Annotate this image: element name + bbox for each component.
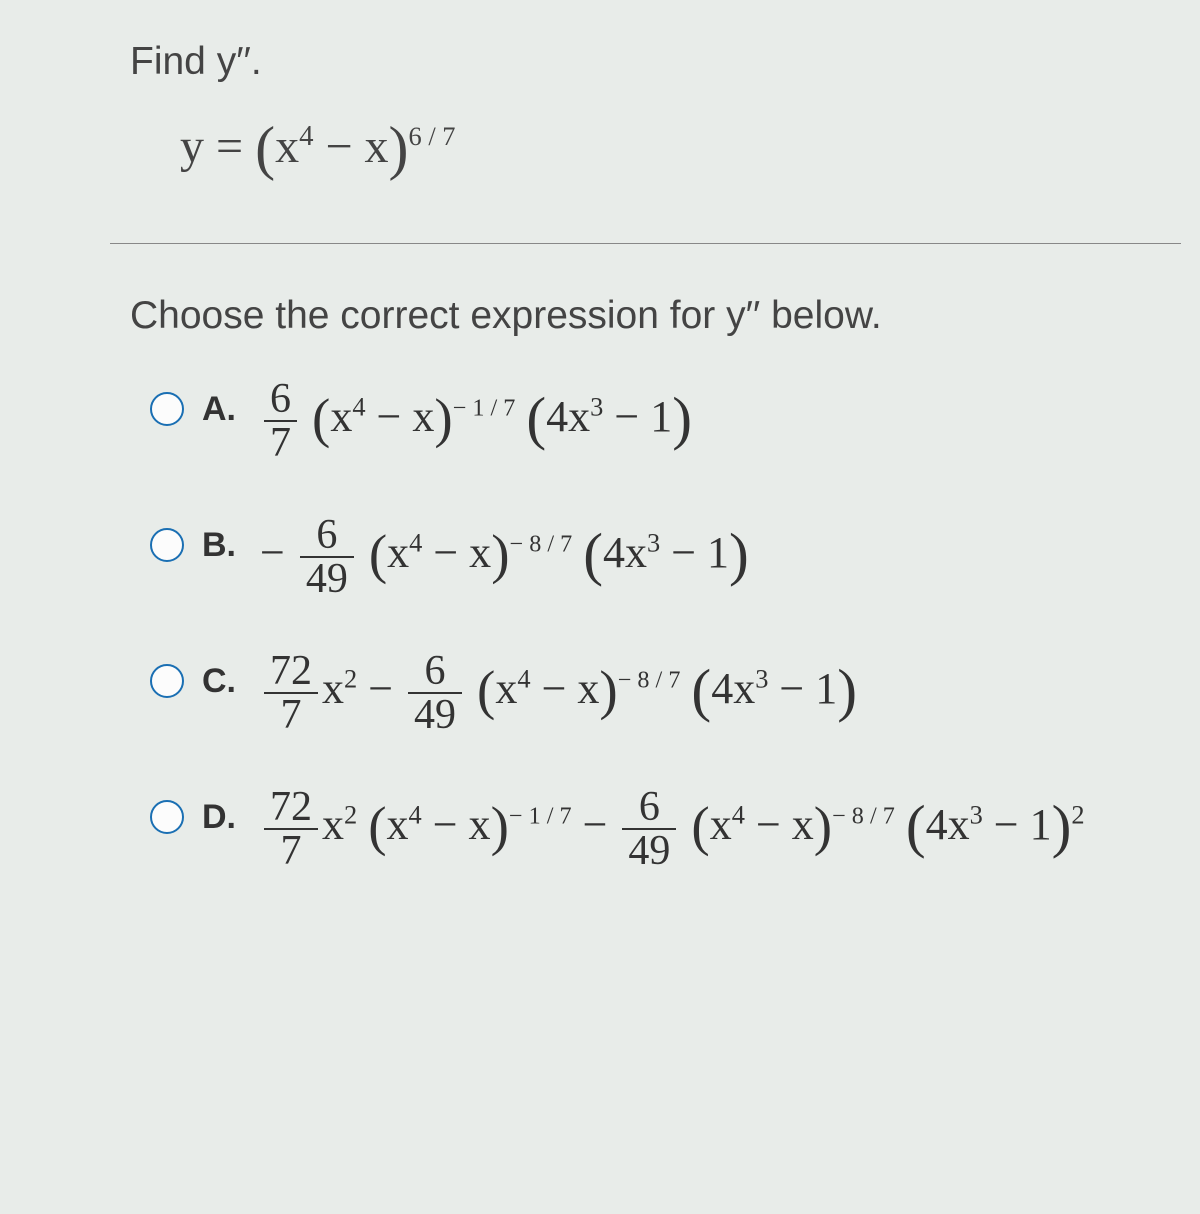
mid-exp: 2	[344, 799, 357, 829]
frac2-num: 6	[622, 786, 676, 830]
divider-line	[110, 243, 1181, 244]
xb: − x	[377, 392, 435, 441]
choice-letter-c: C.	[202, 662, 242, 701]
radio-a[interactable]	[150, 392, 184, 426]
frac2-den: 49	[408, 694, 462, 736]
xa-exp: 4	[352, 391, 365, 421]
poly-exp: 3	[755, 663, 768, 693]
open-paren: (	[255, 115, 275, 181]
poly-exp: 3	[647, 527, 660, 557]
tail-exp-d: 2	[1071, 799, 1084, 829]
choose-prompt: Choose the correct expression for y′′ be…	[130, 294, 1150, 338]
leading-minus: −	[260, 528, 285, 577]
outer-exp-b: − 8 / 7	[510, 530, 573, 557]
xa-exp: 4	[409, 799, 422, 829]
mid: x	[322, 664, 344, 713]
xa: x	[710, 800, 732, 849]
radio-d[interactable]	[150, 800, 184, 834]
radio-c[interactable]	[150, 664, 184, 698]
eq-outer-exp: 6 / 7	[409, 121, 456, 151]
choice-letter-a: A.	[202, 390, 242, 429]
choice-c[interactable]: C. 72 7 x2 − 6 49 (x4 − x)− 8 / 7 (4x3 −…	[150, 650, 1150, 736]
question-prompt: Find y′′.	[130, 40, 1150, 84]
op: −	[583, 800, 608, 849]
poly-tail: − 1	[994, 800, 1052, 849]
choice-a[interactable]: A. 6 7 (x4 − x)− 1 / 7 (4x3 − 1)	[150, 378, 1150, 464]
poly-coeff: 4x	[711, 664, 755, 713]
given-equation: y = (x4 − x)6 / 7	[180, 114, 1150, 183]
choice-b[interactable]: B. − 6 49 (x4 − x)− 8 / 7 (4x3 − 1)	[150, 514, 1150, 600]
close-paren: )	[389, 115, 409, 181]
xa: x	[330, 392, 352, 441]
poly-coeff: 4x	[546, 392, 590, 441]
choice-letter-d: D.	[202, 798, 242, 837]
outer-exp-d1: − 1 / 7	[509, 802, 572, 829]
outer-exp-a: − 1 / 7	[453, 394, 516, 421]
expression-a: 6 7 (x4 − x)− 1 / 7 (4x3 − 1)	[260, 378, 692, 464]
expression-c: 72 7 x2 − 6 49 (x4 − x)− 8 / 7 (4x3 − 1)	[260, 650, 857, 736]
xb: − x	[433, 528, 491, 577]
op: −	[368, 664, 393, 713]
poly-coeff: 4x	[926, 800, 970, 849]
frac2-num: 6	[408, 650, 462, 694]
eq-base-a: x	[275, 120, 299, 173]
frac-den: 7	[264, 422, 297, 464]
choice-list: A. 6 7 (x4 − x)− 1 / 7 (4x3 − 1) B. − 6 …	[150, 378, 1150, 872]
frac1-den: 7	[264, 830, 318, 872]
xa-exp: 4	[732, 799, 745, 829]
poly-exp: 3	[590, 391, 603, 421]
poly-tail: − 1	[671, 528, 729, 577]
outer-exp-d2: − 8 / 7	[832, 802, 895, 829]
xa-exp: 4	[517, 663, 530, 693]
mid: x	[322, 800, 344, 849]
poly-tail: − 1	[779, 664, 837, 713]
poly-exp: 3	[970, 799, 983, 829]
frac1-num: 72	[264, 786, 318, 830]
xb: − x	[433, 800, 491, 849]
radio-b[interactable]	[150, 528, 184, 562]
poly-tail: − 1	[614, 392, 672, 441]
xb: − x	[756, 800, 814, 849]
eq-lhs: y =	[180, 120, 243, 173]
xb: − x	[542, 664, 600, 713]
eq-base-a-exp: 4	[299, 120, 313, 152]
choice-d[interactable]: D. 72 7 x2 (x4 − x)− 1 / 7 − 6 49 (x4 − …	[150, 786, 1150, 872]
question-page: Find y′′. y = (x4 − x)6 / 7 Choose the c…	[0, 0, 1200, 962]
frac2-den: 49	[622, 830, 676, 872]
expression-b: − 6 49 (x4 − x)− 8 / 7 (4x3 − 1)	[260, 514, 749, 600]
frac1-den: 7	[264, 694, 318, 736]
choice-letter-b: B.	[202, 526, 242, 565]
outer-exp-c: − 8 / 7	[618, 666, 681, 693]
xa: x	[495, 664, 517, 713]
frac-den: 49	[300, 558, 354, 600]
poly-coeff: 4x	[603, 528, 647, 577]
expression-d: 72 7 x2 (x4 − x)− 1 / 7 − 6 49 (x4 − x)−…	[260, 786, 1085, 872]
xa-exp: 4	[409, 527, 422, 557]
xa: x	[387, 800, 409, 849]
frac1-num: 72	[264, 650, 318, 694]
frac-num: 6	[264, 378, 297, 422]
eq-base-b: − x	[325, 120, 388, 173]
xa: x	[387, 528, 409, 577]
frac-num: 6	[300, 514, 354, 558]
mid-exp: 2	[344, 663, 357, 693]
